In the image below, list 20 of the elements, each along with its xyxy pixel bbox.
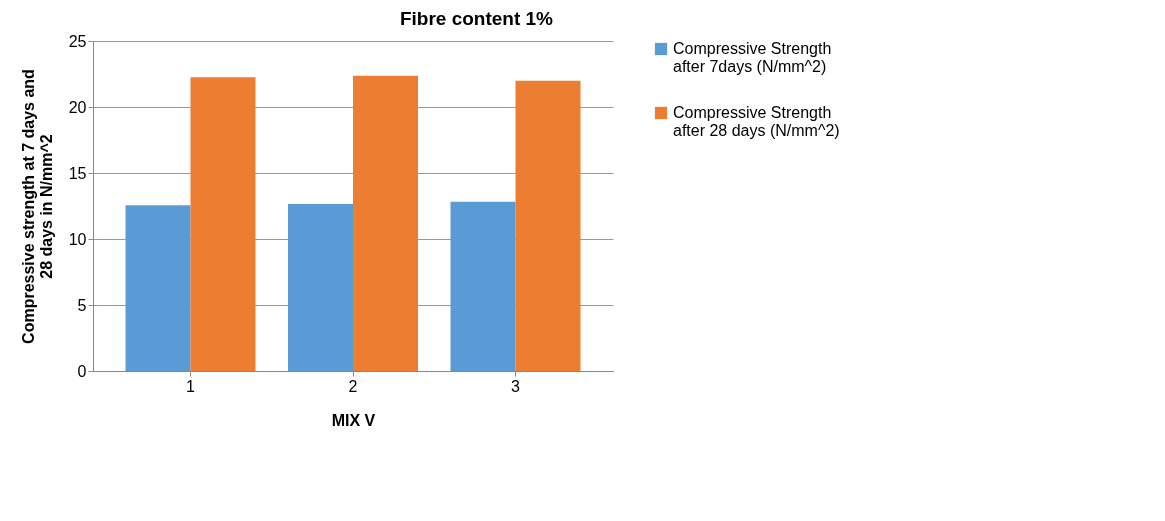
x-tick-label: 3: [511, 377, 521, 395]
bar: [190, 77, 256, 371]
y-tick-label: 15: [68, 164, 87, 182]
x-tick-label: 1: [186, 377, 196, 395]
x-tick-label: 2: [348, 377, 358, 395]
y-tick-label: 10: [68, 230, 87, 248]
chart-title: Fibre content 1%: [399, 8, 554, 29]
y-tick-label: 25: [68, 32, 87, 50]
legend-label: Compressive Strength after 7days (N/mm^2): [673, 40, 832, 75]
legend-label: Compressive Strength after 28 days (N/mm^2): [673, 104, 840, 139]
y-axis-title: Compressive strength at 7 days and 28 days in N/mm^2: [19, 69, 55, 344]
bar: [353, 75, 418, 371]
bar: [450, 201, 516, 371]
y-tick-label: 0: [77, 362, 87, 380]
y-tick-label: 5: [77, 296, 87, 314]
bar: [288, 203, 353, 371]
x-axis-title: MIX V: [331, 411, 376, 429]
y-tick-label: 20: [68, 98, 87, 116]
bar: [125, 205, 191, 371]
bar: [515, 80, 581, 371]
